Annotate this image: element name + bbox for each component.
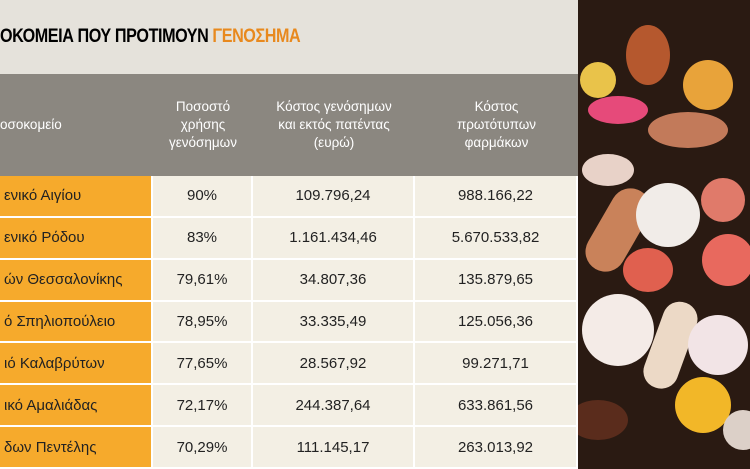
table-cell: 5.670.533,82 — [415, 217, 578, 260]
table-cell: 111.145,17 — [253, 427, 415, 469]
header-line: φαρμάκων — [464, 135, 529, 150]
row-label: ενικό Ρόδου — [0, 217, 153, 260]
header-cell: Ποσοστό χρήσης γενόσημων — [153, 74, 253, 176]
header-line: χρήσης — [180, 117, 226, 132]
table-header: οσοκομείο Ποσοστό χρήσης γενόσημων Κόστος γε… — [0, 74, 578, 176]
table-cell: 99.271,71 — [415, 343, 578, 386]
title-highlight: ΓΕΝΟΣΗΜΑ — [212, 26, 301, 47]
table-cell: 33.335,49 — [253, 301, 415, 344]
header-line: γενόσημων — [169, 135, 237, 150]
title: ΟΚΟΜΕΙΑ ΠΟΥ ΠΡΟΤΙΜΟΥΝ ΓΕΝΟΣΗΜΑ — [0, 26, 301, 48]
table-cell: 79,61% — [153, 259, 253, 302]
table-cell: 90% — [153, 176, 253, 218]
table-cell: 72,17% — [153, 385, 253, 428]
table-cell: 1.161.434,46 — [253, 217, 415, 260]
table-cell: 70,29% — [153, 427, 253, 469]
header-line: Ποσοστό — [175, 99, 231, 114]
header-line: και εκτός πατέντας — [278, 117, 390, 132]
table-cell: 109.796,24 — [253, 176, 415, 218]
table-cell: 78,95% — [153, 301, 253, 344]
header-line: οσοκομείο — [0, 117, 62, 132]
header-line: Κόστος — [474, 99, 519, 114]
table-cell: 77,65% — [153, 343, 253, 386]
table-cell: 244.387,64 — [253, 385, 415, 428]
row-label: ό Σπηλιοπούλειο — [0, 301, 153, 344]
table-cell: 83% — [153, 217, 253, 260]
table-cell: 125.056,36 — [415, 301, 578, 344]
header-cell: οσοκομείο — [0, 74, 153, 176]
header-line: Κόστος γενόσημων — [276, 99, 392, 114]
row-label: ενικό Αιγίου — [0, 176, 153, 218]
row-label: ιό Καλαβρύτων — [0, 343, 153, 386]
row-label: ών Θεσσαλονίκης — [0, 259, 153, 302]
header-cell: Κόστος πρωτότυπων φαρμάκων — [415, 74, 578, 176]
row-label: ικό Αμαλιάδας — [0, 385, 153, 428]
table-cell: 988.166,22 — [415, 176, 578, 218]
table-cell: 34.807,36 — [253, 259, 415, 302]
header-line: (ευρώ) — [313, 135, 355, 150]
title-text: ΟΚΟΜΕΙΑ ΠΟΥ ΠΡΟΤΙΜΟΥΝ — [0, 26, 209, 47]
header-cell: Κόστος γενόσημων και εκτός πατέντας (ευρώ) — [253, 74, 415, 176]
table-cell: 633.861,56 — [415, 385, 578, 428]
title-bar: ΟΚΟΜΕΙΑ ΠΟΥ ΠΡΟΤΙΜΟΥΝ ΓΕΝΟΣΗΜΑ — [0, 0, 578, 74]
header-line: πρωτότυπων — [456, 117, 537, 132]
row-label: δων Πεντέλης — [0, 427, 153, 469]
table-cell: 28.567,92 — [253, 343, 415, 386]
table-cell: 135.879,65 — [415, 259, 578, 302]
pills-photo — [578, 0, 750, 469]
table-cell: 263.013,92 — [415, 427, 578, 469]
